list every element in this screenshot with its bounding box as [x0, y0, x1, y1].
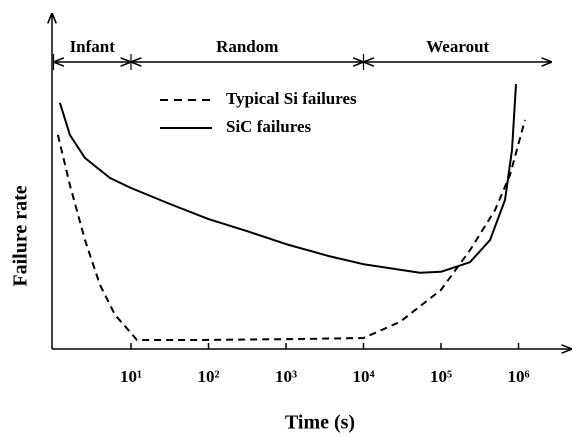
legend-label: Typical Si failures [226, 89, 357, 108]
region-label: Infant [70, 37, 116, 56]
region-label: Wearout [426, 37, 489, 56]
region-label: Random [216, 37, 278, 56]
x-tick-label: 10⁶ [507, 367, 529, 386]
x-tick-label: 10² [197, 367, 219, 386]
x-tick-label: 10⁴ [352, 367, 374, 386]
x-tick-label: 10¹ [120, 367, 142, 386]
y-axis-label: Failure rate [10, 185, 32, 286]
x-axis-label: Time (s) [285, 412, 355, 434]
series-line [56, 119, 526, 341]
legend-label: SiC failures [226, 117, 312, 136]
x-tick-label: 10³ [275, 367, 297, 386]
series-line [58, 84, 517, 274]
x-tick-label: 10⁵ [430, 367, 452, 386]
